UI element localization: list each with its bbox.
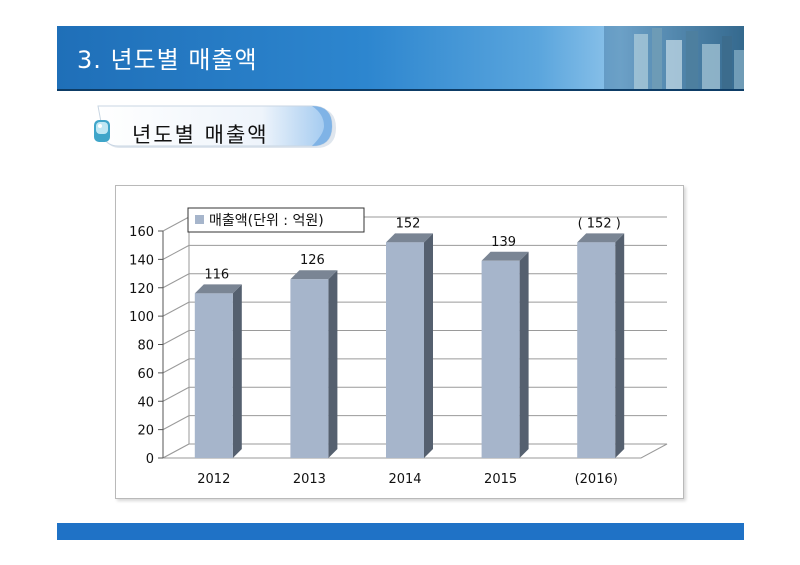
bar-side [232, 284, 242, 458]
bar-front [577, 242, 616, 458]
bar-front [386, 242, 424, 458]
x-tick-label: (2016) [575, 472, 618, 487]
data-label: 139 [491, 235, 516, 250]
gridline-depth [162, 358, 190, 374]
gridline-depth [162, 415, 190, 431]
legend-box [187, 207, 365, 233]
bullet-icon [94, 120, 110, 142]
bar-front [481, 260, 520, 458]
subtitle-tab [94, 105, 336, 148]
bar-side [328, 270, 338, 458]
y-tick-label: 60 [137, 367, 154, 382]
x-tick-label: 2012 [197, 472, 230, 487]
bar [386, 233, 433, 458]
x-tick-label: 2013 [293, 472, 326, 487]
page-title: 3. 년도별 매출액 [77, 46, 258, 74]
y-tick-label: 160 [129, 225, 154, 240]
x-tick-label: 2014 [388, 472, 421, 487]
legend-swatch [195, 215, 204, 224]
y-tick-label: 80 [137, 339, 154, 354]
gridline-depth [162, 273, 190, 289]
bar [481, 251, 529, 458]
y-tick-label: 20 [137, 424, 154, 439]
data-label: 116 [204, 267, 229, 282]
y-tick-label: 100 [129, 310, 154, 325]
x-tick-label: 2015 [484, 472, 517, 487]
y-tick-label: 0 [146, 452, 154, 467]
bar-side [424, 233, 433, 458]
bar-chart: 0 20 40 60 80 100 120 140 160 116 2012 126 2013 152 20… [129, 207, 668, 487]
gridline-depth [162, 301, 190, 317]
bar [194, 284, 242, 458]
bar-top [386, 233, 433, 243]
gridline-depth [162, 216, 190, 232]
chart-frame: 0 20 40 60 80 100 120 140 160 116 2012 126 2013 152 20… [115, 185, 684, 499]
footer-bar [57, 523, 744, 540]
bar-top [481, 251, 529, 261]
bar-top [577, 233, 625, 243]
bar-side [519, 251, 529, 458]
y-tick-label: 140 [129, 253, 154, 268]
bar [577, 233, 625, 458]
gridline-depth [162, 386, 190, 402]
y-tick-label: 120 [129, 282, 154, 297]
bar-front [290, 279, 329, 458]
bar [290, 270, 338, 458]
data-label: 126 [300, 253, 325, 268]
bar-side [615, 233, 625, 458]
bar-top [194, 284, 242, 294]
title-banner: 3. 년도별 매출액 [57, 26, 744, 91]
bar-top [290, 270, 338, 280]
data-label: ( 152 ) [578, 216, 621, 231]
y-tick-label: 40 [137, 395, 154, 410]
data-label: 152 [396, 216, 421, 231]
city-skyline-graphic [604, 26, 744, 89]
gridline-depth [162, 244, 190, 260]
legend-label: 매출액(단위 : 억원) [209, 213, 324, 229]
gridline-depth [162, 330, 190, 345]
section-subtitle: 년도별 매출액 [132, 123, 269, 147]
bar-front [194, 293, 233, 458]
legend: 매출액(단위 : 억원) [187, 207, 365, 233]
